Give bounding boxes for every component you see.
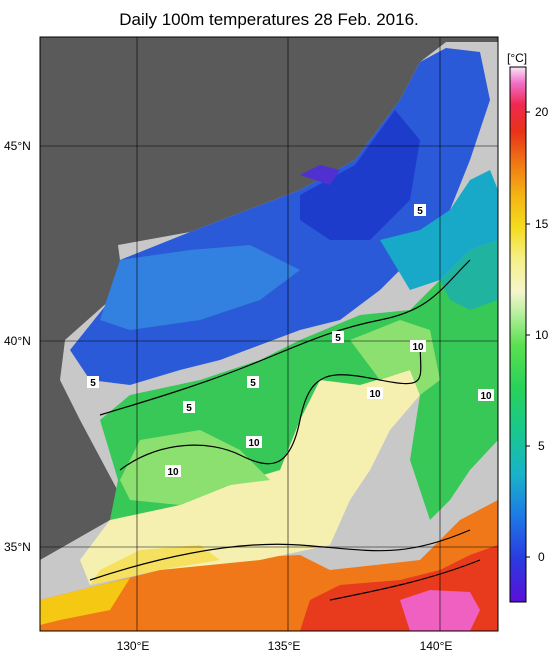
- colorbar: [°C] 20 15 10 5 0: [507, 51, 549, 603]
- y-tick-label: 40°N: [4, 334, 31, 348]
- svg-text:5: 5: [335, 333, 341, 344]
- y-tick-label: 45°N: [4, 139, 31, 153]
- map-title: Daily 100m temperatures 28 Feb. 2016.: [119, 10, 419, 29]
- contour-label: 5: [87, 376, 99, 389]
- contour-label: 5: [247, 376, 259, 389]
- svg-text:10: 10: [412, 342, 424, 353]
- contour-label: 10: [165, 465, 181, 478]
- svg-text:5: 5: [417, 206, 423, 217]
- x-tick-label: 140°E: [420, 639, 453, 653]
- contour-label: 10: [246, 436, 262, 449]
- colorbar-tick-label: 15: [535, 217, 549, 231]
- colorbar-unit: [°C]: [507, 51, 527, 65]
- colorbar-tick-label: 0: [538, 550, 545, 564]
- temperate-water: [80, 370, 420, 585]
- y-tick-label: 35°N: [4, 540, 31, 554]
- svg-text:10: 10: [369, 389, 381, 400]
- map-frame: [39, 36, 499, 632]
- x-axis-labels: 130°E 135°E 140°E: [117, 639, 453, 653]
- colorbar-tick-label: 5: [538, 439, 545, 453]
- contour-label-layer: 5 5 5 5 5 10 10 10: [87, 204, 494, 478]
- svg-text:5: 5: [90, 378, 96, 389]
- svg-text:5: 5: [250, 378, 256, 389]
- colorbar-tick-label: 10: [535, 328, 549, 342]
- colorbar-tick-label: 20: [535, 105, 549, 119]
- svg-text:10: 10: [480, 391, 492, 402]
- contour-label: 10: [367, 387, 383, 400]
- contour-lines: [89, 259, 481, 601]
- contour-label: 5: [332, 331, 344, 344]
- y-axis-labels: 45°N 40°N 35°N: [4, 139, 31, 554]
- contour-label: 10: [410, 340, 426, 353]
- x-tick-label: 135°E: [268, 639, 301, 653]
- svg-text:5: 5: [186, 403, 192, 414]
- graticule: [40, 37, 498, 631]
- colorbar-gradient: [509, 66, 527, 603]
- svg-text:10: 10: [248, 438, 260, 449]
- contour-label: 10: [478, 389, 494, 402]
- x-tick-label: 130°E: [117, 639, 150, 653]
- contour-label: 5: [183, 401, 195, 414]
- contour-label: 5: [414, 204, 426, 217]
- svg-text:10: 10: [167, 467, 179, 478]
